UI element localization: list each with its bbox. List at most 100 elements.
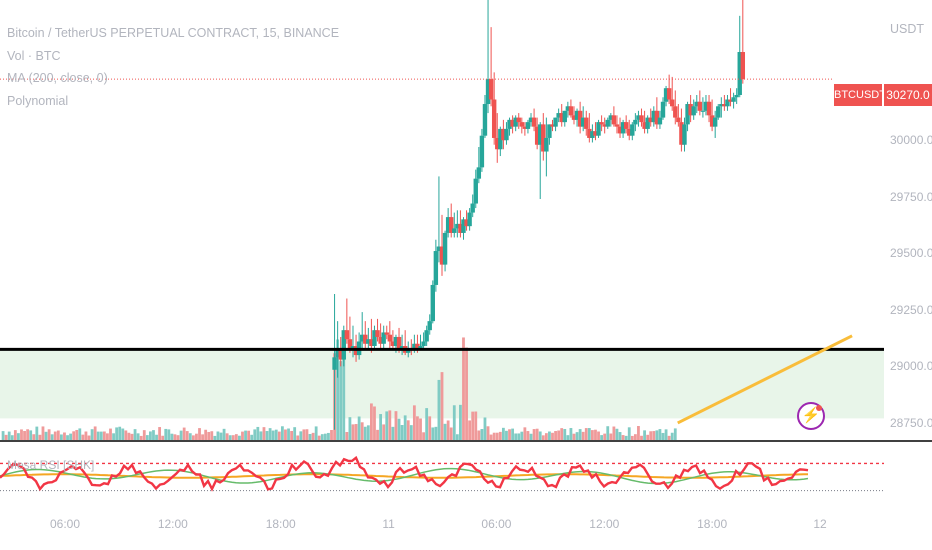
volume-bar — [293, 427, 297, 440]
candle-body — [719, 104, 724, 107]
volume-bar — [10, 435, 14, 440]
candle-body — [485, 79, 491, 105]
candle-body — [442, 232, 448, 265]
candle-body — [510, 119, 515, 127]
volume-bar — [403, 415, 407, 440]
candle-body — [384, 332, 389, 335]
time-tick-label: 18:00 — [265, 517, 296, 531]
volume-bar — [667, 435, 671, 440]
volume-bar — [471, 411, 475, 440]
candle-body — [359, 334, 365, 342]
indicator-ma[interactable]: MA (200, close, 0) — [7, 71, 108, 85]
price-tick-label: 29000.0 — [890, 359, 932, 374]
volume-bar — [379, 414, 383, 440]
candle-body — [645, 117, 650, 129]
volume-bar — [649, 431, 653, 440]
volume-bar — [459, 404, 462, 440]
volume-bar — [508, 429, 511, 440]
candle-body — [470, 203, 475, 213]
volume-bar — [124, 430, 128, 440]
candle-body — [491, 99, 497, 138]
candle-body — [369, 339, 374, 347]
volume-bar — [109, 428, 112, 440]
candle-body — [504, 128, 509, 141]
price-tick-label: 28750.0 — [890, 415, 932, 430]
volume-bar — [35, 426, 39, 440]
candle-body — [685, 104, 690, 125]
candle-body — [488, 79, 494, 100]
volume-bar — [443, 423, 447, 440]
candle-body — [519, 122, 525, 127]
volume-bar — [541, 435, 545, 440]
volume-bar — [397, 418, 401, 440]
last-price-tag: 30270.0 — [884, 84, 932, 106]
volume-bar — [201, 434, 204, 440]
volume-bar — [296, 435, 300, 440]
volume-bar — [188, 433, 192, 440]
volume-bar — [155, 434, 158, 440]
volume-bar — [99, 431, 103, 440]
candle-body — [427, 321, 432, 331]
symbol-title[interactable]: Bitcoin / TetherUS PERPETUAL CONTRACT, 1… — [7, 26, 340, 40]
candle-body — [596, 122, 601, 136]
volume-bar — [142, 430, 146, 440]
volume-bar — [262, 427, 266, 440]
volume-bar — [244, 430, 247, 440]
volume-bar — [191, 435, 195, 440]
candle-body — [620, 122, 626, 134]
volume-bar — [185, 431, 189, 440]
rsi-indicator-title[interactable]: Mesa RSI [SHK] — [7, 458, 95, 472]
volume-bar — [280, 426, 284, 440]
candle-body — [740, 52, 746, 80]
volume-bar — [17, 433, 20, 440]
volume-bar — [376, 429, 379, 440]
candle-body — [372, 330, 377, 347]
rsi-panel-lines — [0, 455, 884, 492]
candle-body — [737, 52, 742, 95]
volume-bar — [452, 405, 456, 440]
volume-bar — [90, 429, 94, 440]
volume-bar — [179, 430, 183, 440]
volume-bar — [53, 431, 57, 440]
candle-body — [541, 124, 546, 152]
candle-body — [706, 101, 712, 116]
volume-bar — [643, 430, 646, 440]
indicator-polynomial[interactable]: Polynomial — [7, 93, 69, 108]
volume-bar — [277, 431, 281, 440]
chart-legend: Bitcoin / TetherUS PERPETUAL CONTRACT, 1… — [7, 22, 339, 112]
candle-body — [673, 106, 678, 118]
volume-bar — [213, 435, 217, 440]
volume-bar — [514, 433, 518, 440]
flash-alert-icon[interactable]: ⚡ — [797, 402, 825, 430]
candle-body — [344, 330, 350, 340]
volume-bar — [247, 430, 251, 440]
volume-bar — [204, 429, 208, 440]
candle-body — [617, 126, 623, 134]
volume-bar — [630, 435, 634, 440]
volume-bar — [468, 420, 472, 440]
volume-bar — [81, 434, 85, 440]
candle-body — [350, 346, 356, 349]
volume-bar — [241, 431, 244, 440]
volume-bar — [526, 431, 530, 440]
volume-bar — [615, 428, 619, 440]
volume-bar — [661, 432, 665, 440]
volume-bar — [385, 411, 389, 440]
candle-body — [577, 110, 583, 127]
volume-bar — [69, 433, 72, 440]
candle-body — [728, 99, 733, 102]
volume-bar — [388, 410, 392, 440]
volume-bar — [317, 435, 321, 440]
volume-bar — [366, 425, 370, 440]
volume-bar — [354, 424, 358, 440]
volume-bar — [96, 431, 100, 440]
volume-bar — [268, 428, 272, 440]
volume-bar — [646, 434, 650, 440]
candle-body — [501, 128, 506, 141]
indicator-volume[interactable]: Vol · BTC — [7, 48, 61, 63]
candle-body — [347, 339, 353, 349]
volume-bar — [253, 429, 257, 440]
candle-body — [694, 101, 699, 107]
volume-bar — [87, 435, 91, 440]
